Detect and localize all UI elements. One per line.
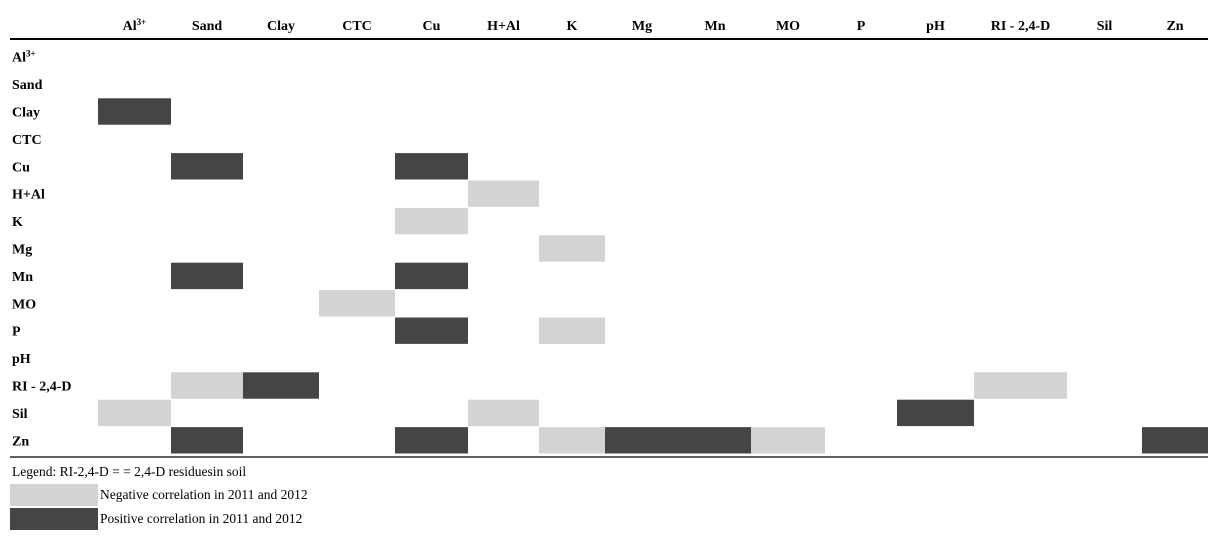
heatmap-cell-sil-ph <box>897 399 974 427</box>
row-label-zn: Zn <box>12 434 29 449</box>
column-label-ph: pH <box>926 19 945 34</box>
column-label-h-al: H+Al <box>487 19 520 34</box>
heatmap-cell-zn-sand <box>171 427 243 454</box>
row-label-mg: Mg <box>12 243 32 258</box>
legend-negative-swatch <box>10 484 98 506</box>
column-label-k: K <box>567 19 578 34</box>
heatmap-cell-mg-k <box>539 235 605 262</box>
row-label-sil: Sil <box>12 407 28 422</box>
heatmap-cell-zn-cu <box>395 427 468 454</box>
heatmap-cell-sil-h-al <box>468 399 539 427</box>
heatmap-cell-zn-mo <box>751 427 825 454</box>
heatmap-cell-h-al-h-al <box>468 180 539 207</box>
heatmap-cells <box>98 98 1208 454</box>
column-label-sand: Sand <box>192 19 223 34</box>
column-label-al3: Al3+ <box>123 17 147 34</box>
heatmap-cell-ri-2-4-d-sand <box>171 372 243 399</box>
row-label-mn: Mn <box>12 270 33 285</box>
row-label-ph: pH <box>12 352 31 367</box>
heatmap-cell-clay-al3 <box>98 98 171 125</box>
column-label-clay: Clay <box>267 19 295 34</box>
heatmap-cell-mo-ctc <box>319 290 395 317</box>
heatmap-cell-p-cu <box>395 317 468 344</box>
legend-positive-swatch <box>10 508 98 530</box>
column-label-mo: MO <box>776 19 800 34</box>
row-label-h-al: H+Al <box>12 188 45 203</box>
row-label-k: K <box>12 215 23 230</box>
row-label-al3: Al3+ <box>12 49 36 66</box>
heatmap-cell-mn-sand <box>171 262 243 290</box>
column-label-mn: Mn <box>705 19 726 34</box>
heatmap-cell-k-cu <box>395 207 468 235</box>
column-label-sil: Sil <box>1097 19 1113 34</box>
legend-positive-label: Positive correlation in 2011 and 2012 <box>100 511 302 526</box>
heatmap-cell-cu-cu <box>395 153 468 180</box>
heatmap-cell-ri-2-4-d-ri-2-4-d <box>974 372 1067 399</box>
column-label-ri-2-4-d: RI - 2,4-D <box>991 19 1051 34</box>
row-label-mo: MO <box>12 297 36 312</box>
column-label-cu: Cu <box>423 19 441 34</box>
row-label-ri-2-4-d: RI - 2,4-D <box>12 380 72 395</box>
column-label-p: P <box>857 19 866 34</box>
column-label-zn: Zn <box>1166 19 1183 34</box>
row-label-p: P <box>12 325 21 340</box>
row-label-ctc: CTC <box>12 133 42 148</box>
heatmap-cell-zn-mg <box>605 427 679 454</box>
legend-note: Legend: RI-2,4-D = = 2,4-D residuesin so… <box>12 464 246 479</box>
heatmap-cell-p-k <box>539 317 605 344</box>
column-label-mg: Mg <box>632 19 652 34</box>
heatmap-cell-cu-sand <box>171 153 243 180</box>
heatmap-cell-mn-cu <box>395 262 468 290</box>
row-label-sand: Sand <box>12 78 43 93</box>
heatmap-cell-ri-2-4-d-clay <box>243 372 319 399</box>
heatmap-cell-zn-zn <box>1142 427 1208 454</box>
row-label-clay: Clay <box>12 106 40 121</box>
heatmap-cell-sil-al3 <box>98 399 171 427</box>
row-headers: Al3+ Sand Clay CTC Cu H+Al K Mg Mn MO PpH RI - 2,4-… <box>12 49 72 450</box>
heatmap-cell-zn-mn <box>679 427 751 454</box>
column-label-ctc: CTC <box>342 19 372 34</box>
row-label-cu: Cu <box>12 160 30 175</box>
heatmap-cell-zn-k <box>539 427 605 454</box>
legend-negative-label: Negative correlation in 2011 and 2012 <box>100 487 308 502</box>
